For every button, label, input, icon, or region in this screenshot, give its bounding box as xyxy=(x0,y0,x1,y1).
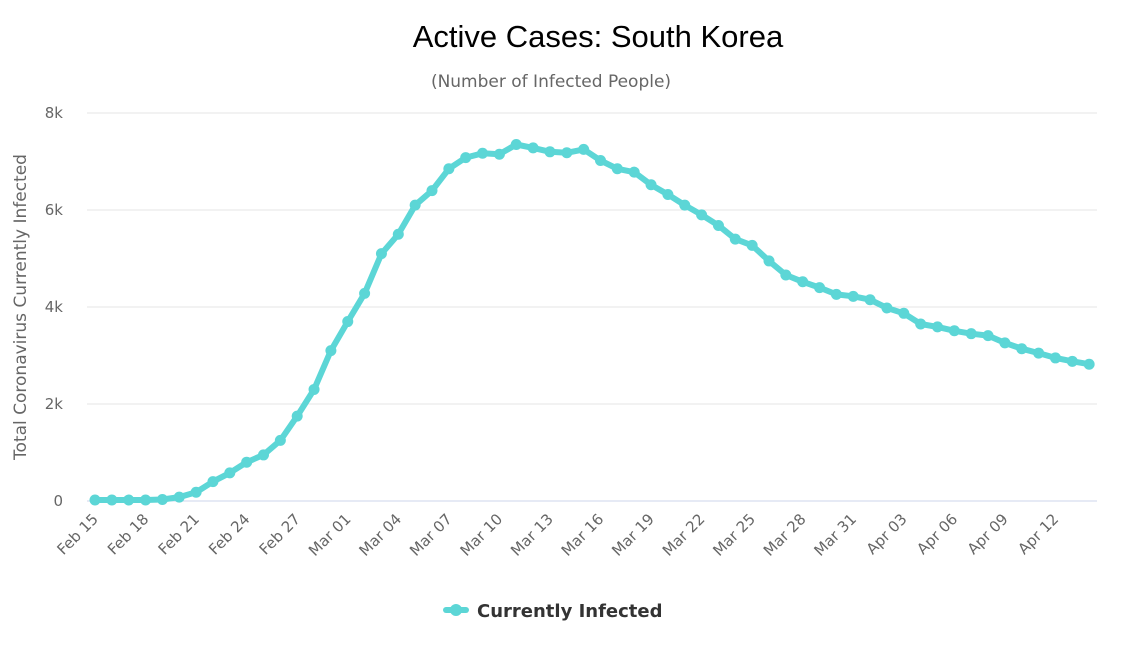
data-point[interactable] xyxy=(477,147,489,159)
data-point[interactable] xyxy=(729,233,741,245)
x-tick-label: Apr 12 xyxy=(1014,510,1062,558)
data-point[interactable] xyxy=(308,383,320,395)
data-point[interactable] xyxy=(763,255,775,267)
data-point[interactable] xyxy=(89,494,101,506)
data-point[interactable] xyxy=(392,228,404,240)
x-tick-label: Mar 16 xyxy=(558,510,608,560)
x-tick-label: Feb 21 xyxy=(155,510,203,558)
data-point[interactable] xyxy=(847,290,859,302)
y-axis-ticks: 0 2k 4k 6k 8k xyxy=(45,104,64,510)
chart-subtitle: (Number of Infected People) xyxy=(431,72,671,92)
data-point[interactable] xyxy=(359,287,371,299)
x-tick-label: Mar 01 xyxy=(305,510,355,560)
data-point[interactable] xyxy=(898,307,910,319)
x-axis-ticks: Feb 15 Feb 18 Feb 21 Feb 24 Feb 27 Mar 01 Mar … xyxy=(53,510,1062,560)
data-point[interactable] xyxy=(291,410,303,422)
x-tick-label: Mar 22 xyxy=(659,510,709,560)
data-point[interactable] xyxy=(948,325,960,337)
y-axis-label: Total Coronavirus Currently Infected xyxy=(11,154,31,461)
data-point[interactable] xyxy=(342,316,354,328)
x-tick-label: Apr 03 xyxy=(863,510,911,558)
chart-title: Active Cases: South Korea xyxy=(413,19,784,54)
data-point[interactable] xyxy=(1083,358,1095,370)
data-point[interactable] xyxy=(881,302,893,314)
series-currently-infected xyxy=(89,139,1095,506)
data-point[interactable] xyxy=(696,209,708,221)
data-point[interactable] xyxy=(544,146,556,158)
data-point[interactable] xyxy=(830,288,842,300)
data-point[interactable] xyxy=(527,142,539,154)
data-point[interactable] xyxy=(999,337,1011,349)
x-tick-label: Apr 06 xyxy=(913,510,961,558)
data-point[interactable] xyxy=(645,179,657,191)
data-point[interactable] xyxy=(274,434,286,446)
x-tick-label: Feb 18 xyxy=(104,510,152,558)
data-point[interactable] xyxy=(123,494,135,506)
data-point[interactable] xyxy=(375,248,387,260)
data-point[interactable] xyxy=(965,328,977,340)
x-tick-label: Apr 09 xyxy=(964,510,1012,558)
x-tick-label: Feb 24 xyxy=(205,510,253,558)
x-tick-label: Mar 10 xyxy=(457,510,507,560)
data-point[interactable] xyxy=(426,185,438,197)
y-tick-label: 8k xyxy=(45,104,64,122)
data-point[interactable] xyxy=(460,152,472,164)
data-point[interactable] xyxy=(982,330,994,342)
data-point[interactable] xyxy=(578,143,590,155)
data-point[interactable] xyxy=(1033,347,1045,359)
legend-label: Currently Infected xyxy=(477,601,663,622)
data-point[interactable] xyxy=(106,494,118,506)
y-tick-label: 4k xyxy=(45,298,64,316)
data-point[interactable] xyxy=(746,239,758,251)
data-point[interactable] xyxy=(595,155,606,167)
data-point[interactable] xyxy=(628,166,640,178)
legend[interactable]: Currently Infected xyxy=(443,601,663,622)
gridlines xyxy=(87,112,1097,502)
data-point[interactable] xyxy=(241,456,253,468)
x-tick-label: Feb 27 xyxy=(256,510,304,558)
data-point[interactable] xyxy=(915,318,927,330)
data-point[interactable] xyxy=(814,282,826,294)
data-point[interactable] xyxy=(325,345,337,357)
data-point[interactable] xyxy=(561,147,573,159)
data-point[interactable] xyxy=(1049,352,1061,364)
x-tick-label: Mar 04 xyxy=(356,510,406,560)
data-point[interactable] xyxy=(443,163,455,175)
data-point[interactable] xyxy=(1016,343,1028,355)
data-point[interactable] xyxy=(224,467,236,479)
data-point[interactable] xyxy=(780,269,792,281)
data-point[interactable] xyxy=(140,494,152,506)
data-point[interactable] xyxy=(611,163,623,175)
data-point[interactable] xyxy=(173,491,185,503)
data-point[interactable] xyxy=(712,220,724,232)
data-point[interactable] xyxy=(493,148,505,160)
y-tick-label: 6k xyxy=(45,201,64,219)
x-tick-label: Mar 19 xyxy=(608,510,658,560)
data-point[interactable] xyxy=(932,321,943,333)
data-point[interactable] xyxy=(190,486,202,498)
x-tick-label: Feb 15 xyxy=(53,510,101,558)
data-point[interactable] xyxy=(864,294,876,306)
data-point[interactable] xyxy=(679,199,691,211)
data-point[interactable] xyxy=(510,139,522,151)
x-tick-label: Mar 07 xyxy=(406,510,456,560)
y-tick-label: 0 xyxy=(53,492,63,510)
x-tick-label: Mar 13 xyxy=(507,510,557,560)
x-tick-label: Mar 31 xyxy=(810,510,860,560)
data-point[interactable] xyxy=(662,188,674,200)
data-point[interactable] xyxy=(797,276,809,288)
x-tick-label: Mar 28 xyxy=(760,510,810,560)
data-point[interactable] xyxy=(156,494,168,506)
data-point[interactable] xyxy=(258,449,269,461)
legend-marker-swatch xyxy=(450,604,462,616)
x-tick-label: Mar 25 xyxy=(709,510,759,560)
data-point[interactable] xyxy=(1066,355,1078,367)
data-point[interactable] xyxy=(409,199,421,211)
data-point[interactable] xyxy=(207,476,219,488)
y-tick-label: 2k xyxy=(45,395,64,413)
